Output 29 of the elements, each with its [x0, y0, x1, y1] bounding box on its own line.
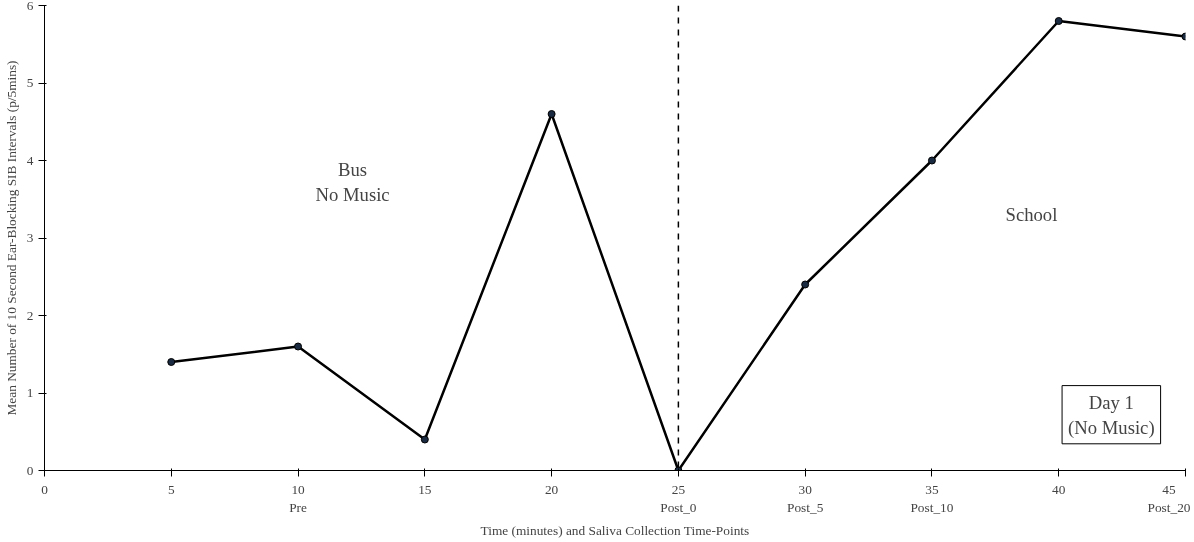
- point: [547, 110, 556, 118]
- x-tick-label: 45 Post_20: [1147, 481, 1191, 515]
- y-tick-label: 3: [26, 230, 34, 245]
- annotation: Bus No Music: [315, 159, 390, 206]
- x-tick-label: 20: [544, 481, 559, 497]
- x-tick-label: 30 Post_5: [787, 481, 824, 515]
- x-tick-label: 10 Pre: [289, 481, 308, 515]
- point: [294, 342, 303, 351]
- annotation: Day 1 (No Music): [1068, 391, 1155, 439]
- x-tick-label: 0: [41, 481, 49, 497]
- y-tick-label: 5: [26, 75, 34, 90]
- y-tick-label: 4: [26, 152, 34, 168]
- y-tick-label: 1: [26, 385, 34, 400]
- point: [927, 156, 936, 165]
- annotation: School: [1005, 204, 1058, 226]
- y-tick-label: 2: [26, 307, 34, 323]
- y-axis-title: Mean Number of 10 Second Ear-Blocking SIB Intervals (p/5mins): [3, 60, 19, 416]
- x-tick-label: 40: [1052, 481, 1066, 497]
- x-axis-title: Time (minutes) and Saliva Collection Time-Points: [480, 522, 750, 538]
- point: [1054, 17, 1063, 25]
- point: [420, 435, 429, 444]
- x-tick-label: 25 Post_0: [660, 481, 697, 515]
- point: [167, 358, 176, 366]
- point: [801, 280, 810, 289]
- x-tick-label: 15: [418, 481, 432, 497]
- y-tick-label: 0: [26, 462, 34, 478]
- x-tick-label: 5: [167, 481, 175, 497]
- x-tick-label: 35 Post_10: [910, 481, 954, 515]
- y-tick-label: 6: [26, 0, 34, 13]
